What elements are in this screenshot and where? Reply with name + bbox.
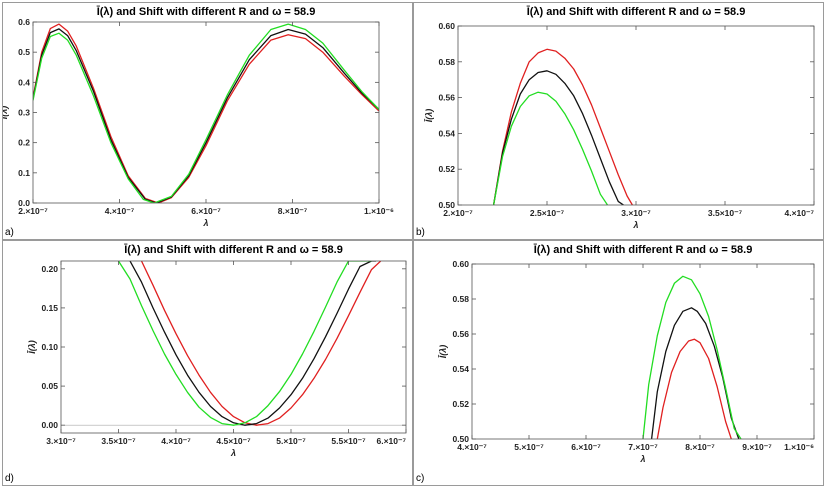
x-tick-label: 3.5×10⁻⁷ xyxy=(708,208,743,218)
x-tick-label: 6.×10⁻⁷ xyxy=(191,206,221,216)
series-red-line xyxy=(492,48,633,205)
series-black-line xyxy=(492,70,624,205)
x-tick-label: 6.×10⁻⁷ xyxy=(571,442,601,452)
x-tick-label: 4.×10⁻⁷ xyxy=(161,436,191,446)
y-axis-label: Ī(λ) xyxy=(3,106,9,120)
chart-panel-c: Ī(λ) and Shift with different R and ω = … xyxy=(413,240,824,486)
x-tick-label: 8.×10⁻⁷ xyxy=(278,206,308,216)
chart-b-svg: Ī(λ) and Shift with different R and ω = … xyxy=(424,6,815,230)
y-tick-label: 0.2 xyxy=(18,138,30,148)
x-tick-label: 9.×10⁻⁷ xyxy=(742,442,772,452)
plot-frame xyxy=(471,263,815,440)
y-axis-label: Ī(λ) xyxy=(424,109,434,123)
x-tick-label: 1.×10⁻⁶ xyxy=(364,206,394,216)
chart-a-svg: Ī(λ) and Shift with different R and ω = … xyxy=(3,6,394,228)
y-tick-label: 0.1 xyxy=(18,168,30,178)
y-tick-label: 0.60 xyxy=(438,21,455,31)
series-red-line xyxy=(33,23,379,203)
x-tick-label: 5.×10⁻⁷ xyxy=(276,436,306,446)
series-red-line xyxy=(140,261,382,426)
y-tick-label: 0.60 xyxy=(452,259,469,269)
y-tick-label: 0.15 xyxy=(41,303,58,313)
chart-title: Ī(λ) and Shift with different R and ω = … xyxy=(96,6,316,18)
chart-title: Ī(λ) and Shift with different R and ω = … xyxy=(526,6,746,18)
y-tick-label: 0.58 xyxy=(452,294,469,304)
panel-label-d: d) xyxy=(5,473,14,484)
plot-frame xyxy=(457,25,815,206)
y-axis-label: Ī(λ) xyxy=(27,340,37,354)
series-green-line xyxy=(117,261,372,426)
y-tick-label: 0.58 xyxy=(438,57,455,67)
y-tick-label: 0.6 xyxy=(18,17,30,27)
series-black-line xyxy=(129,261,377,426)
x-tick-label: 4.×10⁻⁷ xyxy=(784,208,814,218)
chart-title: Ī(λ) and Shift with different R and ω = … xyxy=(533,244,753,256)
y-tick-label: 0.0 xyxy=(18,198,30,208)
y-tick-label: 0.20 xyxy=(41,264,58,274)
chart-panel-b: Ī(λ) and Shift with different R and ω = … xyxy=(413,2,824,240)
x-axis-label: λ xyxy=(632,220,638,230)
panel-label-c: c) xyxy=(416,473,425,484)
x-tick-label: 3.5×10⁻⁷ xyxy=(101,436,136,446)
y-tick-label: 0.50 xyxy=(452,434,469,444)
y-tick-label: 0.10 xyxy=(41,342,58,352)
panel-label-b: b) xyxy=(416,227,425,238)
chart-d-svg: Ī(λ) and Shift with different R and ω = … xyxy=(27,244,407,458)
y-tick-label: 0.4 xyxy=(18,77,30,87)
y-tick-label: 0.50 xyxy=(438,200,455,210)
x-tick-label: 2.5×10⁻⁷ xyxy=(530,208,565,218)
chart-title: Ī(λ) and Shift with different R and ω = … xyxy=(123,244,343,256)
y-tick-label: 0.00 xyxy=(41,420,58,430)
x-tick-label: 4.×10⁻⁷ xyxy=(457,442,487,452)
x-tick-label: 5.5×10⁻⁷ xyxy=(331,436,366,446)
y-tick-label: 0.05 xyxy=(41,381,58,391)
y-tick-label: 0.54 xyxy=(452,364,469,374)
x-tick-label: 6.×10⁻⁷ xyxy=(376,436,406,446)
plot-frame xyxy=(60,260,407,434)
chart-panel-a: Ī(λ) and Shift with different R and ω = … xyxy=(2,2,413,240)
series-red-line xyxy=(656,338,732,439)
x-tick-label: 2.×10⁻⁷ xyxy=(18,206,48,216)
x-axis-label: λ xyxy=(639,454,645,464)
y-tick-label: 0.52 xyxy=(452,399,469,409)
x-tick-label: 3.×10⁻⁷ xyxy=(46,436,76,446)
y-tick-label: 0.54 xyxy=(438,128,455,138)
panel-label-a: a) xyxy=(5,227,14,238)
series-green-line xyxy=(642,275,742,439)
y-tick-label: 0.56 xyxy=(452,329,469,339)
x-tick-label: 4.×10⁻⁷ xyxy=(105,206,135,216)
series-black-line xyxy=(33,28,379,203)
y-tick-label: 0.56 xyxy=(438,93,455,103)
y-tick-label: 0.5 xyxy=(18,47,30,57)
x-tick-label: 8.×10⁻⁷ xyxy=(685,442,715,452)
x-tick-label: 7.×10⁻⁷ xyxy=(628,442,658,452)
chart-c-svg: Ī(λ) and Shift with different R and ω = … xyxy=(438,244,815,464)
chart-panel-d: Ī(λ) and Shift with different R and ω = … xyxy=(2,240,413,486)
x-tick-label: 5.×10⁻⁷ xyxy=(514,442,544,452)
x-tick-label: 2.×10⁻⁷ xyxy=(443,208,473,218)
y-axis-label: Ī(λ) xyxy=(438,345,448,359)
series-green-line xyxy=(492,91,609,205)
y-tick-label: 0.3 xyxy=(18,108,30,118)
x-tick-label: 4.5×10⁻⁷ xyxy=(216,436,251,446)
series-green-line xyxy=(33,23,379,203)
y-tick-label: 0.52 xyxy=(438,164,455,174)
x-tick-label: 3.×10⁻⁷ xyxy=(621,208,651,218)
x-axis-label: λ xyxy=(230,448,236,458)
x-tick-label: 1.×10⁻⁶ xyxy=(784,442,814,452)
x-axis-label: λ xyxy=(202,218,208,228)
